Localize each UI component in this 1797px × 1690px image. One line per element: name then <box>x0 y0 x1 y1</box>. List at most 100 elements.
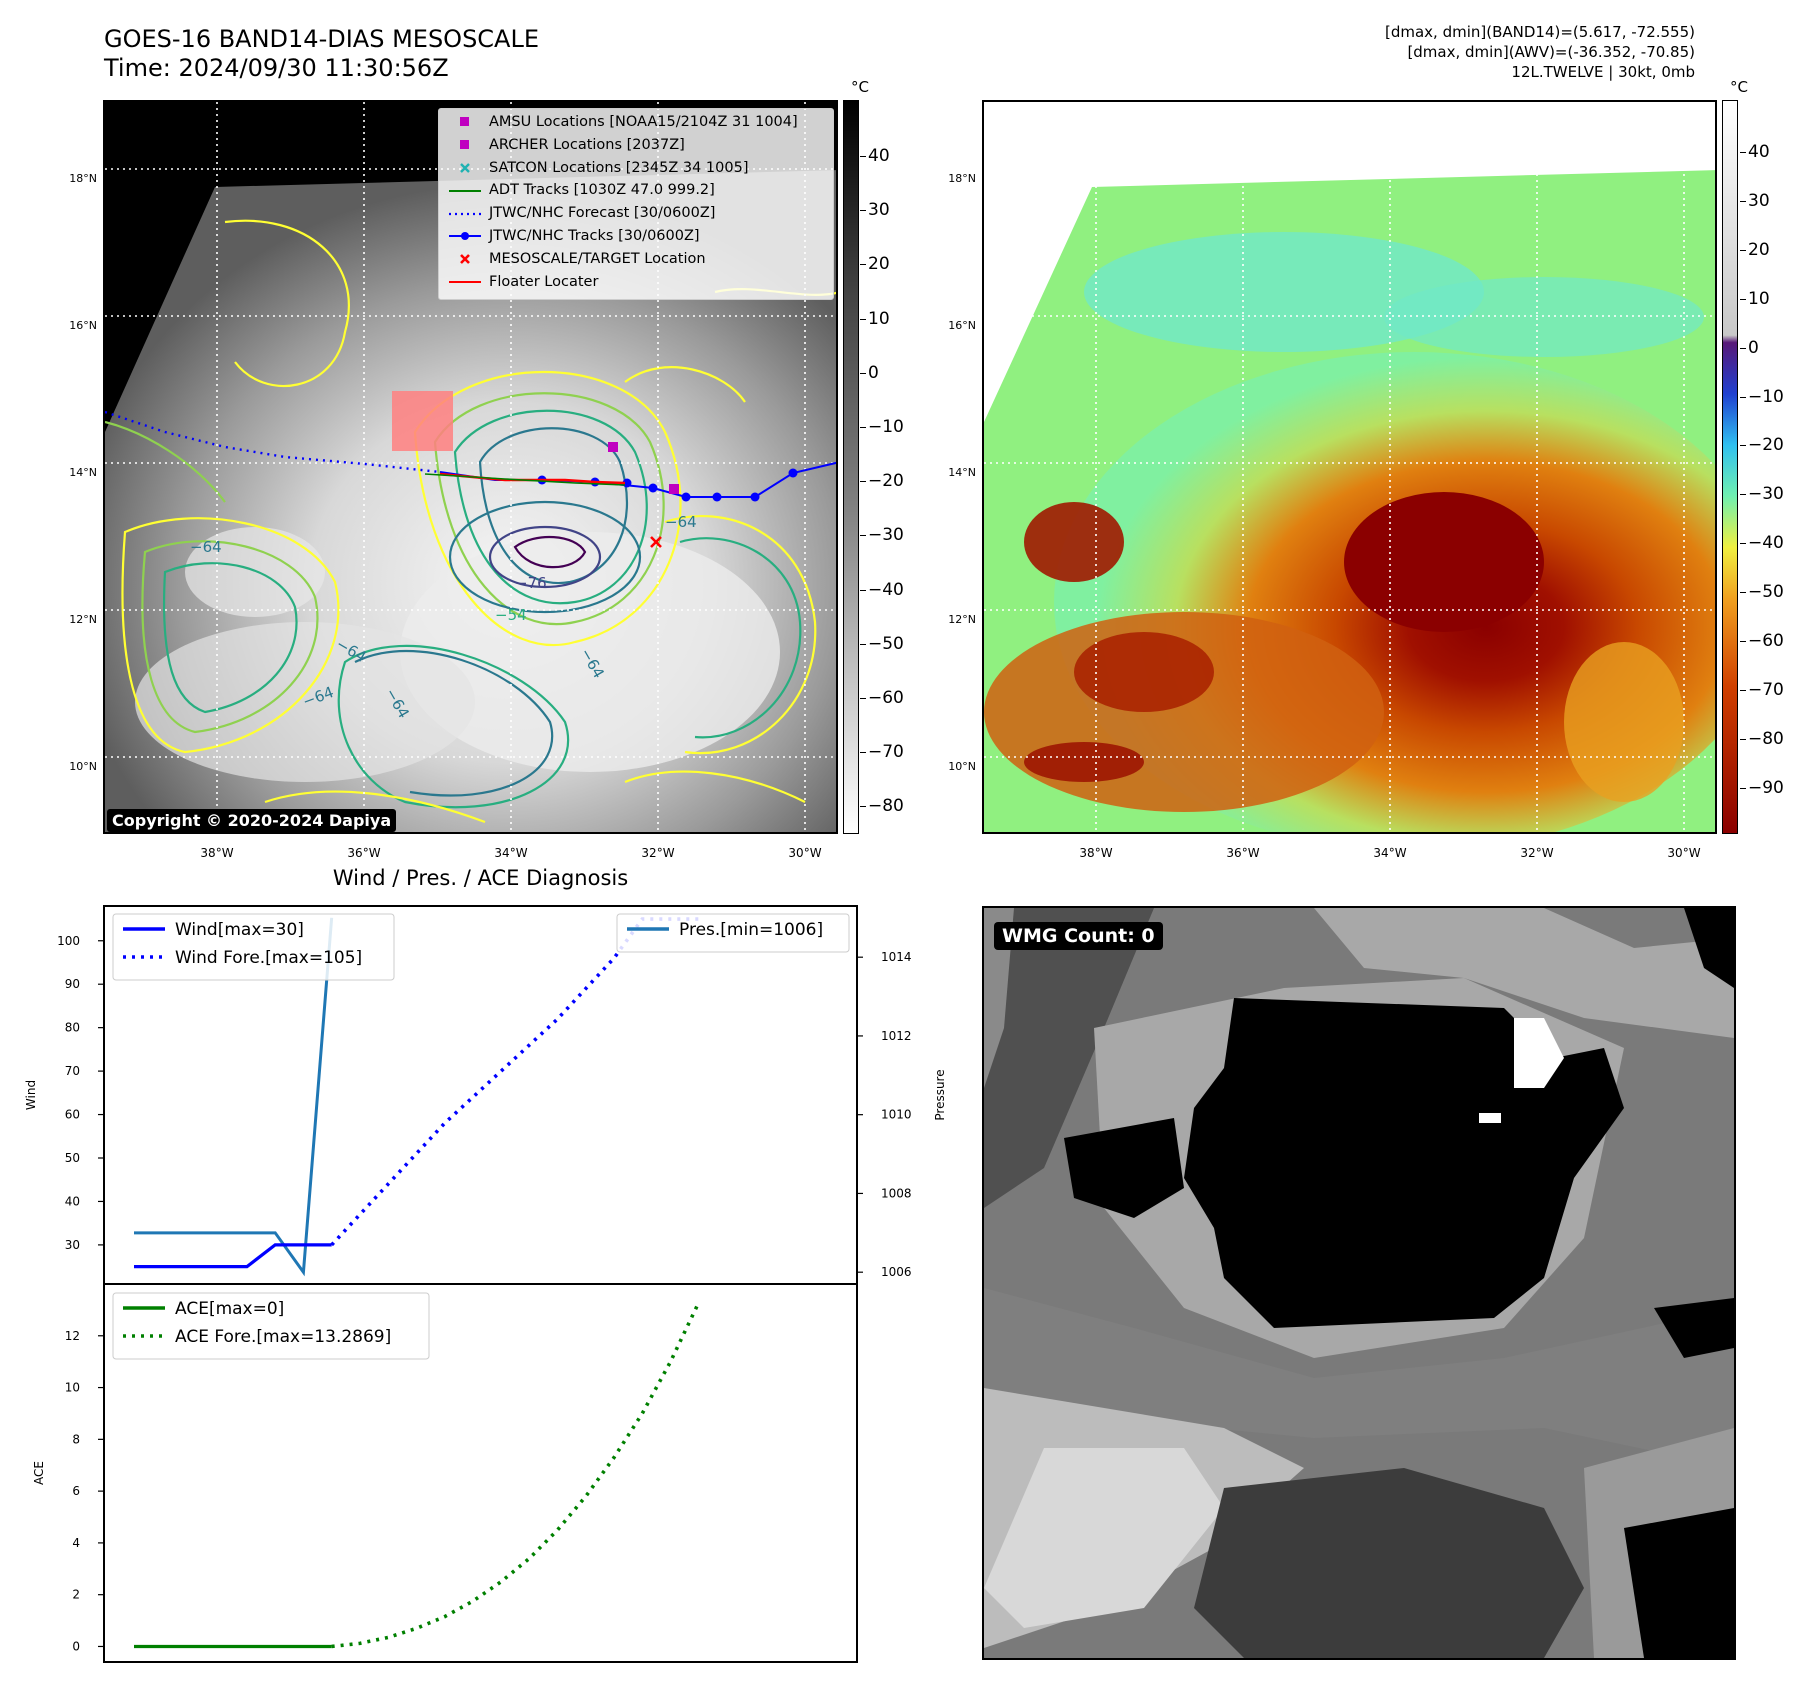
right-lat-tick-10n: 10°N <box>948 760 976 773</box>
ace-forecast-line <box>331 1301 701 1649</box>
pressure-ytick-label-3: 1012 <box>881 1029 912 1043</box>
lon-tick-38w: 38°W <box>200 846 234 860</box>
amsu-marker <box>608 442 618 452</box>
meta-awv-range: [dmax, dmin](AWV)=(-36.352, -70.85) <box>1407 43 1695 61</box>
ace-ytick-label-5: 10 <box>65 1381 80 1395</box>
right-lat-tick-16n: 16°N <box>948 319 976 332</box>
left-colorbar-tick-3: 10 <box>860 308 890 329</box>
contour-label-0: −64 <box>190 538 222 556</box>
wmg-image <box>984 908 1734 1658</box>
right-lat-tick-14n: 14°N <box>948 466 976 479</box>
pressure-ytick-label-4: 1014 <box>881 950 912 964</box>
ace-axis-label: ACE <box>32 1461 46 1485</box>
left-colorbar-tick-10: −60 <box>860 688 904 708</box>
legend-item-jtwc-forecast: JTWC/NHC Forecast [30/0600Z] <box>447 202 825 225</box>
colored-ir-map-panel[interactable] <box>982 100 1717 834</box>
pressure-ytick-label-0: 1006 <box>881 1265 912 1279</box>
wind-legend-label-1: Wind Fore.[max=105] <box>175 948 362 968</box>
ace-legend-label-0: ACE[max=0] <box>175 1299 284 1319</box>
right-lon-tick-30w: 30°W <box>1667 846 1701 860</box>
ace-legend-label-1: ACE Fore.[max=13.2869] <box>175 1327 391 1347</box>
x-marker-icon <box>447 248 483 270</box>
dotted-line-icon <box>447 203 483 225</box>
pressure-ytick-label-1: 1008 <box>881 1186 912 1200</box>
jtwc-forecast-track <box>105 410 441 474</box>
wind-ytick-label-3: 60 <box>65 1108 80 1122</box>
left-colorbar-tick-1: 30 <box>860 200 890 221</box>
legend-item-floater: Floater Locater <box>447 271 825 294</box>
right-lon-tick-36w: 36°W <box>1226 846 1260 860</box>
pressure-legend <box>616 913 850 953</box>
left-colorbar-tick-12: −80 <box>860 796 904 817</box>
contour-label-2: −64 <box>665 513 697 531</box>
left-colorbar <box>843 100 859 834</box>
lon-tick-34w: 34°W <box>494 846 528 860</box>
adt-track <box>424 473 626 486</box>
colored-ir-image <box>984 102 1715 832</box>
diagnosis-chart: 3040506070809010010061008101010121014024… <box>24 905 947 1663</box>
wind-ytick-label-6: 90 <box>65 977 80 991</box>
lon-tick-32w: 32°W <box>641 846 675 860</box>
wind-axis-label: Wind <box>24 1080 38 1110</box>
right-lon-tick-38w: 38°W <box>1079 846 1113 860</box>
square-marker-icon <box>447 111 483 133</box>
figure-title: GOES-16 BAND14-DIAS MESOSCALE <box>104 25 540 53</box>
right-colorbar-tick-12: −80 <box>1740 728 1784 749</box>
ace-ytick-label-0: 0 <box>72 1639 80 1653</box>
right-colorbar-tick-0: 40 <box>1740 142 1770 162</box>
lat-tick-14n: 14°N <box>69 466 97 479</box>
archer-marker <box>669 484 679 494</box>
meta-band14-range: [dmax, dmin](BAND14)=(5.617, -72.555) <box>1384 23 1695 41</box>
ace-ytick-label-4: 8 <box>72 1432 80 1446</box>
left-colorbar-tick-7: −30 <box>860 525 904 546</box>
lon-tick-30w: 30°W <box>788 846 822 860</box>
legend-item-jtwc-tracks: JTWC/NHC Tracks [30/0600Z] <box>447 225 825 248</box>
band14-map-panel[interactable]: −76 −64 −64 −64 −64 −64 −54 −64 AMSU Loc… <box>103 100 838 834</box>
copyright-badge: Copyright © 2020-2024 Dapiya <box>107 809 397 832</box>
pressure-ytick-label-2: 1010 <box>881 1108 912 1122</box>
left-colorbar-tick-9: −50 <box>860 633 904 654</box>
legend-item-adt: ADT Tracks [1030Z 47.0 999.2] <box>447 179 825 202</box>
right-lat-tick-12n: 12°N <box>948 613 976 626</box>
right-colorbar-tick-9: −50 <box>1740 582 1784 603</box>
ace-ytick-label-6: 12 <box>65 1329 80 1343</box>
lat-tick-16n: 16°N <box>69 319 97 332</box>
lon-tick-36w: 36°W <box>347 846 381 860</box>
right-lat-tick-18n: 18°N <box>948 172 976 185</box>
legend-item-archer: ARCHER Locations [2037Z] <box>447 134 825 157</box>
pressure-axis-label: Pressure <box>933 1069 947 1120</box>
wmg-panel[interactable]: WMG Count: 0 <box>982 906 1736 1660</box>
left-colorbar-unit: °C <box>851 78 869 96</box>
wind-legend <box>112 913 395 981</box>
wind-ytick-label-5: 80 <box>65 1021 80 1035</box>
figure-time: Time: 2024/09/30 11:30:56Z <box>104 54 449 82</box>
left-colorbar-tick-6: −20 <box>860 471 904 492</box>
right-colorbar-tick-11: −70 <box>1740 679 1784 700</box>
left-colorbar-tick-0: 40 <box>860 146 890 166</box>
right-colorbar-tick-8: −40 <box>1740 533 1784 554</box>
left-colorbar-tick-11: −70 <box>860 742 904 763</box>
right-colorbar-tick-2: 20 <box>1740 239 1770 260</box>
contour-label-6: −54 <box>495 606 527 624</box>
right-colorbar <box>1722 100 1738 834</box>
band14-image: −76 −64 −64 −64 −64 −64 −54 −64 <box>105 102 836 832</box>
wind-ytick-label-4: 70 <box>65 1064 80 1078</box>
line-icon <box>447 271 483 293</box>
square-marker-icon <box>447 134 483 156</box>
pressure-legend-label-0: Pres.[min=1006] <box>679 920 823 940</box>
left-colorbar-tick-8: −40 <box>860 579 904 600</box>
legend-item-satcon: SATCON Locations [2345Z 34 1005] <box>447 157 825 180</box>
lat-tick-18n: 18°N <box>69 172 97 185</box>
wind-legend-label-0: Wind[max=30] <box>175 920 304 940</box>
pressure-line <box>134 917 334 1277</box>
target-marker <box>650 536 662 548</box>
ace-ytick-label-2: 4 <box>72 1536 80 1550</box>
right-colorbar-tick-6: −20 <box>1740 435 1784 456</box>
x-marker-icon <box>447 157 483 179</box>
map-legend: AMSU Locations [NOAA15/2104Z 31 1004] AR… <box>438 108 834 300</box>
line-dot-icon <box>447 225 483 247</box>
wmg-count-label: WMG Count: 0 <box>994 922 1163 950</box>
legend-item-target: MESOSCALE/TARGET Location <box>447 248 825 271</box>
right-colorbar-tick-5: −10 <box>1740 386 1784 407</box>
right-colorbar-tick-7: −30 <box>1740 484 1784 505</box>
